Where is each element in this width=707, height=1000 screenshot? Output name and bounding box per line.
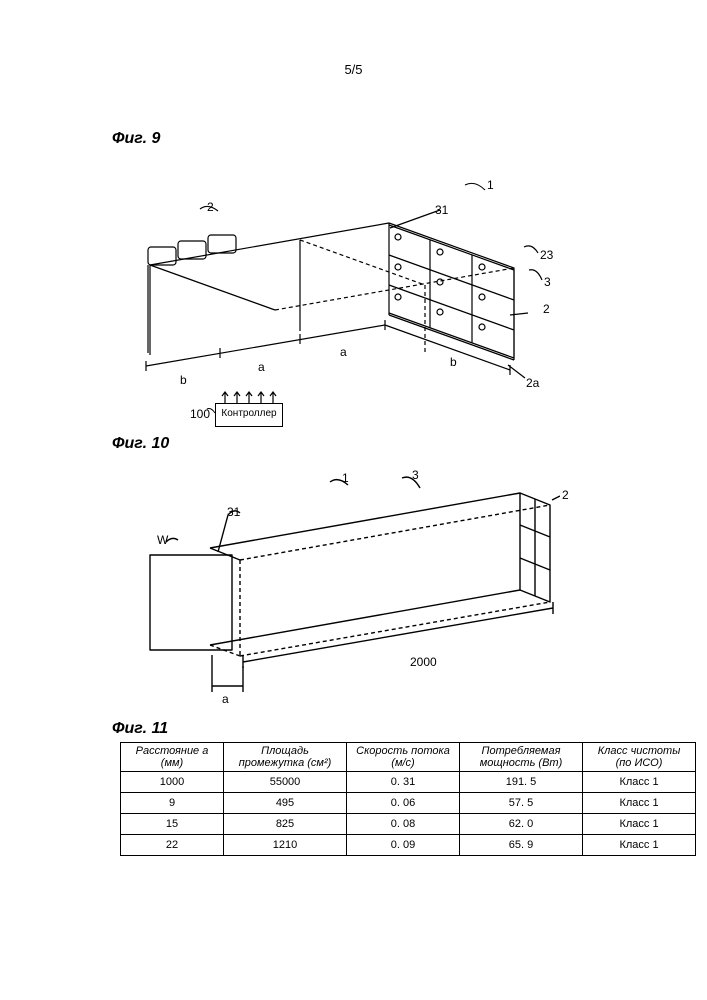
- col-header-4: Класс чистоты(по ИСО): [583, 743, 696, 772]
- cell: 9: [121, 793, 224, 814]
- fig10-callout-1: 1: [342, 471, 349, 485]
- cell: 57. 5: [460, 793, 583, 814]
- fig10-callout-3: 3: [412, 468, 419, 482]
- fig9-controller-box: Контроллер: [215, 403, 283, 427]
- fig10-diagram: [120, 460, 560, 715]
- cell: 1210: [224, 835, 347, 856]
- fig11-table: Расстояние а(мм) Площадьпромежутка (см²)…: [120, 742, 696, 856]
- fig9-callout-2-left: 2: [207, 200, 214, 214]
- fig9-callout-3: 3: [544, 275, 551, 289]
- fig11-label: Фиг. 11: [112, 720, 168, 738]
- page-number: 5/5: [0, 62, 707, 77]
- fig9-callout-31: 31: [435, 203, 448, 217]
- fig9-callout-23: 23: [540, 248, 553, 262]
- fig10-dim-2000: 2000: [410, 655, 437, 669]
- fig9-controller-arrows: [215, 390, 285, 404]
- cell: 1000: [121, 772, 224, 793]
- fig9-controller-leader: [205, 407, 217, 419]
- fig10-callout-31: 31: [227, 505, 240, 519]
- col-header-1: Площадьпромежутка (см²): [224, 743, 347, 772]
- fig10-label: Фиг. 10: [112, 435, 169, 453]
- col-header-2: Скорость потока(м/с): [347, 743, 460, 772]
- table-row: 22 1210 0. 09 65. 9 Класс 1: [121, 835, 696, 856]
- col-header-3: Потребляемаямощность (Вт): [460, 743, 583, 772]
- cell: 191. 5: [460, 772, 583, 793]
- cell: Класс 1: [583, 793, 696, 814]
- fig9-dim-b: b: [180, 373, 187, 387]
- cell: 0. 08: [347, 814, 460, 835]
- fig10-callout-2: 2: [562, 488, 569, 502]
- cell: Класс 1: [583, 814, 696, 835]
- cell: 0. 09: [347, 835, 460, 856]
- cell: 55000: [224, 772, 347, 793]
- cell: 65. 9: [460, 835, 583, 856]
- cell: 62. 0: [460, 814, 583, 835]
- fig10-callout-W: W: [157, 533, 168, 547]
- fig9-diagram: [130, 155, 550, 410]
- cell: Класс 1: [583, 772, 696, 793]
- cell: 0. 31: [347, 772, 460, 793]
- fig10-dim-a: a: [222, 692, 229, 706]
- cell: 15: [121, 814, 224, 835]
- table-row: 9 495 0. 06 57. 5 Класс 1: [121, 793, 696, 814]
- fig9-dim-a2: a: [340, 345, 347, 359]
- cell: 495: [224, 793, 347, 814]
- table-row: 15 825 0. 08 62. 0 Класс 1: [121, 814, 696, 835]
- table-row: 1000 55000 0. 31 191. 5 Класс 1: [121, 772, 696, 793]
- cell: Класс 1: [583, 835, 696, 856]
- fig9-callout-1: 1: [487, 178, 494, 192]
- col-header-0: Расстояние а(мм): [121, 743, 224, 772]
- fig9-callout-2-right: 2: [543, 302, 550, 316]
- fig9-callout-2a: 2a: [526, 376, 539, 390]
- fig9-label: Фиг. 9: [112, 130, 160, 148]
- fig9-dim-a: a: [258, 360, 265, 374]
- cell: 22: [121, 835, 224, 856]
- cell: 0. 06: [347, 793, 460, 814]
- table-header-row: Расстояние а(мм) Площадьпромежутка (см²)…: [121, 743, 696, 772]
- cell: 825: [224, 814, 347, 835]
- fig9-dim-b2: b: [450, 355, 457, 369]
